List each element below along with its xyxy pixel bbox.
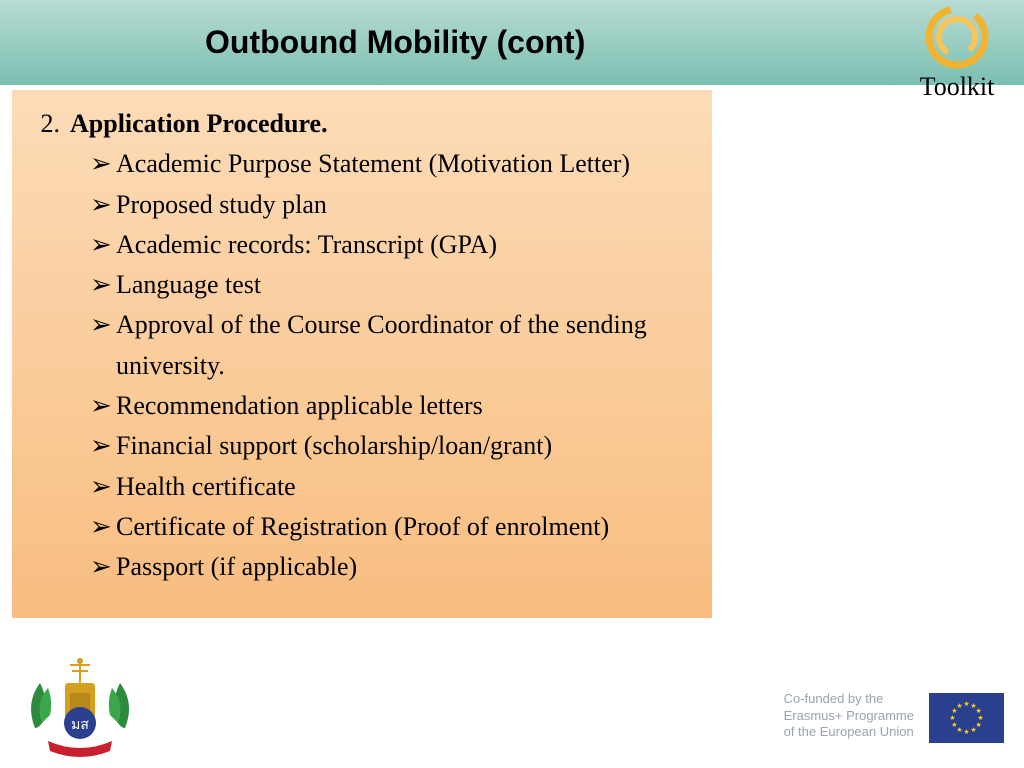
content-box: 2. Application Procedure. ➢Academic Purp… <box>12 90 712 618</box>
chevron-right-icon: ➢ <box>90 144 116 184</box>
heading-row: 2. Application Procedure. <box>32 104 692 144</box>
funding-text: Co-funded by the Erasmus+ Programme of t… <box>784 691 914 740</box>
header-bar: Outbound Mobility (cont) <box>0 0 1024 85</box>
list-item: ➢Academic records: Transcript (GPA) <box>90 225 692 265</box>
list-number: 2. <box>32 104 70 144</box>
chevron-right-icon: ➢ <box>90 305 116 386</box>
chevron-right-icon: ➢ <box>90 467 116 507</box>
slide-title: Outbound Mobility (cont) <box>205 24 585 61</box>
list-item: ➢Approval of the Course Coordinator of t… <box>90 305 692 386</box>
list-item-text: Proposed study plan <box>116 185 692 225</box>
list-item-text: Language test <box>116 265 692 305</box>
eu-flag-icon: ★★★★★★★★★★★★ <box>929 693 1004 743</box>
chevron-right-icon: ➢ <box>90 265 116 305</box>
university-emblem-icon: มส <box>20 653 140 758</box>
funding-line-2: Erasmus+ Programme <box>784 708 914 724</box>
list-item-text: Academic Purpose Statement (Motivation L… <box>116 144 692 184</box>
toolkit-logo: Toolkit <box>902 2 1012 100</box>
list-item-text: Recommendation applicable letters <box>116 386 692 426</box>
list-item-text: Academic records: Transcript (GPA) <box>116 225 692 265</box>
toolkit-ring-icon <box>922 2 992 72</box>
chevron-right-icon: ➢ <box>90 225 116 265</box>
list-item-text: Passport (if applicable) <box>116 547 692 587</box>
list-item: ➢Proposed study plan <box>90 185 692 225</box>
footer: มส Co-funded by the Erasmus+ Programme o… <box>0 648 1024 768</box>
chevron-right-icon: ➢ <box>90 426 116 466</box>
svg-text:มส: มส <box>71 718 89 733</box>
chevron-right-icon: ➢ <box>90 547 116 587</box>
list-item: ➢Passport (if applicable) <box>90 547 692 587</box>
list-item-text: Certificate of Registration (Proof of en… <box>116 507 692 547</box>
list-item: ➢Language test <box>90 265 692 305</box>
toolkit-wordmark: Toolkit <box>902 74 1012 100</box>
bullet-list: ➢Academic Purpose Statement (Motivation … <box>90 144 692 587</box>
list-item: ➢Health certificate <box>90 467 692 507</box>
chevron-right-icon: ➢ <box>90 185 116 225</box>
list-item: ➢Recommendation applicable letters <box>90 386 692 426</box>
list-item-text: Approval of the Course Coordinator of th… <box>116 305 692 386</box>
chevron-right-icon: ➢ <box>90 507 116 547</box>
chevron-right-icon: ➢ <box>90 386 116 426</box>
list-item: ➢Certificate of Registration (Proof of e… <box>90 507 692 547</box>
list-item-text: Health certificate <box>116 467 692 507</box>
funding-line-3: of the European Union <box>784 724 914 740</box>
list-item: ➢Academic Purpose Statement (Motivation … <box>90 144 692 184</box>
funding-line-1: Co-funded by the <box>784 691 914 707</box>
section-heading: Application Procedure. <box>70 104 328 144</box>
list-item: ➢Financial support (scholarship/loan/gra… <box>90 426 692 466</box>
list-item-text: Financial support (scholarship/loan/gran… <box>116 426 692 466</box>
